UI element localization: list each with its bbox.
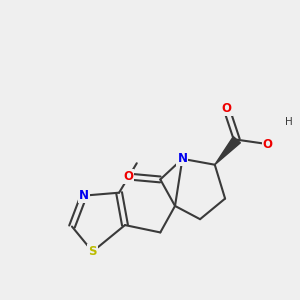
Text: O: O [123, 170, 133, 183]
Text: N: N [79, 189, 89, 202]
Text: O: O [263, 138, 273, 151]
Text: H: H [285, 117, 293, 127]
Text: N: N [177, 152, 188, 165]
Text: O: O [222, 102, 232, 115]
Text: S: S [88, 245, 97, 258]
Polygon shape [215, 136, 240, 165]
